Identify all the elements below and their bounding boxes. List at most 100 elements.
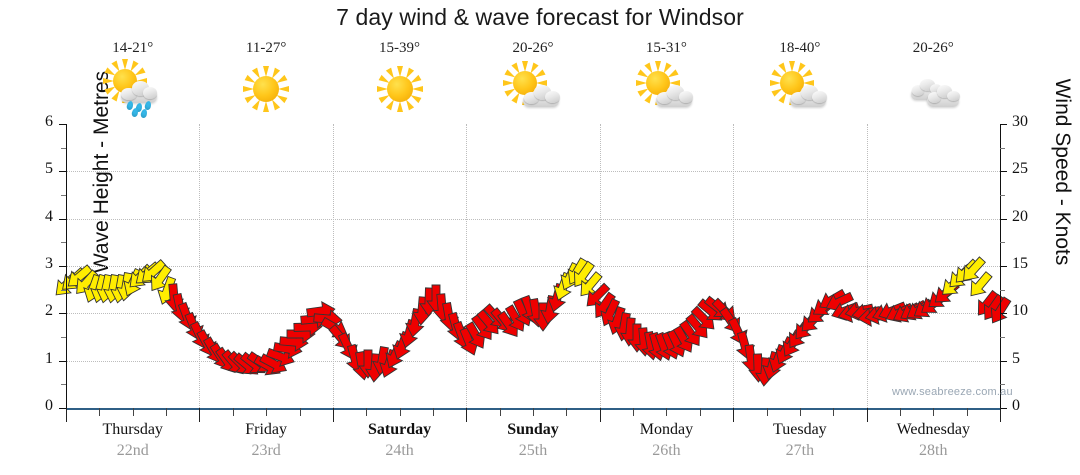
x-tick-minor <box>499 408 501 416</box>
temperature-range: 14-21° <box>112 40 154 56</box>
y2-tick-major <box>1000 171 1007 173</box>
temperature-range: 20-26° <box>912 40 954 56</box>
day-header-sunday: 20-26° <box>466 40 599 120</box>
y2-tick-minor <box>1000 242 1005 244</box>
y-axis-left <box>66 124 67 408</box>
day-date: 25th <box>518 442 548 459</box>
day-date: 24th <box>385 442 414 459</box>
weather-icon-slot <box>199 61 332 117</box>
y2-tick-label: 10 <box>1012 302 1028 320</box>
temperature-range: 20-26° <box>512 40 554 56</box>
x-tick-major <box>733 408 735 422</box>
x-tick-minor <box>166 408 168 416</box>
y2-tick-label: 5 <box>1012 349 1020 367</box>
sun-cloud-icon <box>502 61 563 115</box>
y-axis-right-label: Wind Speed - Knots <box>1051 78 1074 266</box>
weather-icon-slot <box>66 59 199 119</box>
x-tick-major <box>199 408 201 422</box>
sun-cloud-icon <box>769 61 830 115</box>
gridline-horizontal <box>66 266 1000 267</box>
day-name: Thursday <box>102 421 163 438</box>
y2-tick-label: 15 <box>1012 255 1028 272</box>
y2-tick-label: 30 <box>1012 113 1028 130</box>
y2-tick-minor <box>1000 289 1005 291</box>
y-tick-label: 6 <box>45 113 53 130</box>
y-tick-label: 2 <box>45 302 53 320</box>
x-tick-minor <box>699 408 701 416</box>
x-tick-minor <box>266 408 268 416</box>
day-label-monday[interactable]: Monday 26th <box>600 420 733 462</box>
weather-icon-slot <box>600 61 733 117</box>
day-header-wednesday: 20-26° <box>867 40 1000 120</box>
gridline-horizontal <box>66 360 1000 362</box>
y2-tick-major <box>1000 313 1007 315</box>
y-tick-major <box>59 313 66 315</box>
y-tick-label: 1 <box>45 349 53 367</box>
y2-tick-minor <box>1000 337 1005 338</box>
y-tick-major <box>59 408 66 409</box>
y2-tick-major <box>1000 360 1007 362</box>
day-name: Tuesday <box>773 421 827 438</box>
weather-icon-slot <box>466 61 599 117</box>
x-tick-minor <box>966 408 968 416</box>
day-label-sunday[interactable]: Sunday 25th <box>466 420 599 462</box>
gridline-horizontal <box>66 171 1000 173</box>
day-label-friday[interactable]: Friday 23rd <box>199 420 332 462</box>
x-tick-major <box>866 408 868 422</box>
temperature-range: 15-31° <box>645 40 687 56</box>
plot-area <box>55 124 1012 408</box>
x-tick-minor <box>633 408 635 416</box>
sun-cloud-icon <box>636 61 696 115</box>
day-date: 28th <box>919 442 948 459</box>
x-tick-major <box>599 408 601 422</box>
y2-tick-minor <box>1000 147 1005 149</box>
day-date: 23rd <box>251 442 281 459</box>
temperature-range: 15-39° <box>379 40 421 56</box>
x-tick-minor <box>833 408 835 416</box>
y2-tick-minor <box>1000 195 1005 196</box>
day-date: 27th <box>785 442 815 459</box>
sun-icon <box>370 63 430 115</box>
gridline-horizontal <box>66 218 1000 220</box>
x-tick-minor <box>933 408 935 416</box>
x-tick-minor <box>799 408 801 416</box>
day-name: Wednesday <box>896 421 970 438</box>
y-tick-major <box>59 266 66 267</box>
day-label-wednesday[interactable]: Wednesday 28th <box>867 420 1000 462</box>
day-label-thursday[interactable]: Thursday 22nd <box>66 420 199 462</box>
cloud-icon <box>903 63 963 115</box>
sun-icon <box>236 63 296 115</box>
y-tick-label: 0 <box>45 397 53 414</box>
y2-tick-major <box>1000 124 1007 125</box>
day-label-tuesday[interactable]: Tuesday 27th <box>733 420 866 462</box>
day-name: Monday <box>639 421 694 438</box>
day-header-monday: 15-31° <box>600 40 733 120</box>
y-tick-label: 3 <box>45 255 53 272</box>
sun-cloud-rain-icon <box>102 59 163 119</box>
y-tick-minor <box>61 337 66 338</box>
y-tick-minor <box>61 289 66 291</box>
page-title: 7 day wind & wave forecast for Windsor <box>336 4 744 30</box>
watermark: www.seabreeze.com.au <box>892 386 1013 398</box>
x-tick-minor <box>399 408 401 416</box>
y-tick-minor <box>61 147 66 149</box>
y2-tick-major <box>1000 266 1007 267</box>
x-tick-minor <box>132 408 134 416</box>
temperature-range: 11-27° <box>245 40 287 56</box>
x-tick-minor <box>566 408 568 416</box>
day-header-thursday: 14-21° <box>66 40 199 120</box>
day-name: Saturday <box>367 421 432 438</box>
y-tick-major <box>59 124 66 125</box>
y2-tick-minor <box>1000 384 1005 386</box>
x-tick-minor <box>299 408 301 416</box>
day-header-tuesday: 18-40° <box>733 40 866 120</box>
day-label-saturday[interactable]: Saturday 24th <box>333 420 466 462</box>
x-tick-minor <box>366 408 368 416</box>
weather-icon-slot <box>333 61 466 117</box>
day-date: 26th <box>652 442 681 459</box>
x-tick-minor <box>99 408 101 416</box>
x-tick-minor <box>533 408 534 416</box>
y-tick-minor <box>61 242 66 244</box>
y2-tick-label: 20 <box>1012 207 1028 225</box>
